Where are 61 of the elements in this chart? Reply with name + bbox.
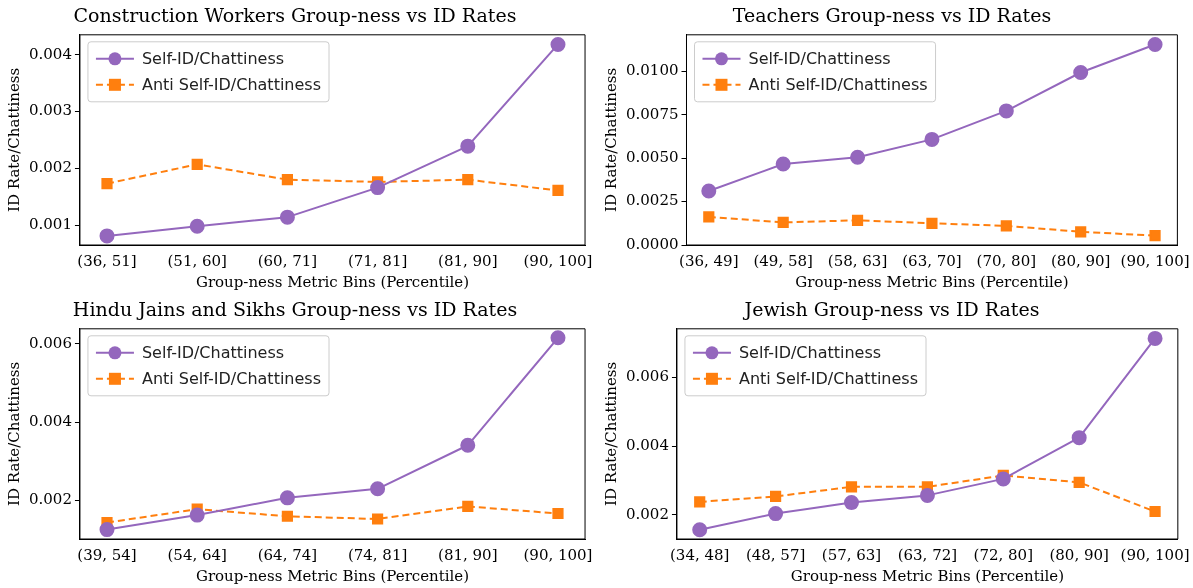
x-tick-label: (80, 90]	[1050, 251, 1111, 270]
legend-label: Self-ID/Chattiness	[748, 48, 891, 68]
x-axis-title: Group-ness Metric Bins (Percentile)	[795, 272, 1069, 291]
y-tick-label: 0.001	[28, 215, 72, 234]
y-axis-title: ID Rate/Chattiness	[4, 67, 23, 212]
y-tick-label: 0.003	[28, 101, 72, 120]
x-tick-label: (81, 90]	[438, 251, 498, 270]
legend-label: Anti Self-ID/Chattiness	[748, 74, 928, 94]
x-tick-label: (34, 48]	[670, 545, 730, 564]
y-tick-label: 0.002	[28, 158, 72, 177]
y-axis-title: ID Rate/Chattiness	[601, 67, 620, 212]
y-tick-label: 0.0100	[625, 61, 679, 80]
x-tick-label: (81, 90]	[438, 545, 498, 564]
chart-title: Teachers Group-ness vs ID Rates	[732, 4, 1052, 27]
chart-title: Construction Workers Group-ness vs ID Rates	[73, 4, 517, 27]
x-tick-label: (90, 100]	[523, 251, 593, 270]
y-tick-label: 0.0050	[625, 148, 679, 167]
x-tick-label: (49, 58]	[753, 251, 813, 270]
legend-label: Self-ID/Chattiness	[738, 342, 882, 362]
x-tick-label: (39, 54]	[77, 545, 137, 564]
x-tick-label: (64, 74]	[257, 545, 318, 564]
x-axis-title: Group-ness Metric Bins (Percentile)	[790, 566, 1064, 585]
x-tick-label: (90, 100]	[1120, 251, 1190, 270]
legend-label: Anti Self-ID/Chattiness	[738, 368, 918, 388]
x-tick-label: (70, 80]	[976, 251, 1037, 270]
x-tick-label: (51, 60]	[167, 251, 227, 270]
y-tick-label: 0.002	[625, 504, 669, 523]
y-tick-label: 0.004	[28, 44, 72, 63]
x-tick-label: (36, 51]	[77, 251, 137, 270]
x-tick-label: (63, 72]	[897, 545, 958, 564]
y-tick-label: 0.004	[28, 412, 72, 431]
x-tick-label: (90, 100]	[1120, 545, 1190, 564]
x-tick-label: (90, 100]	[523, 545, 593, 564]
y-tick-label: 0.002	[28, 490, 72, 509]
x-axis-title: Group-ness Metric Bins (Percentile)	[195, 566, 470, 585]
chart-title: Hindu Jains and Sikhs Group-ness vs ID Rates	[72, 298, 518, 321]
x-tick-label: (63, 70]	[902, 251, 962, 270]
legend-label: Anti Self-ID/Chattiness	[141, 368, 321, 388]
x-tick-label: (54, 64]	[167, 545, 227, 564]
y-tick-label: 0.006	[28, 333, 72, 352]
x-tick-label: (74, 81]	[347, 545, 408, 564]
x-tick-label: (80, 90]	[1049, 545, 1109, 564]
x-tick-label: (36, 49]	[679, 251, 739, 270]
x-tick-label: (57, 63]	[821, 545, 882, 564]
x-tick-label: (58, 63]	[827, 251, 888, 270]
x-axis-title: Group-ness Metric Bins (Percentile)	[195, 272, 470, 291]
legend-label: Anti Self-ID/Chattiness	[141, 74, 321, 94]
y-tick-label: 0.0075	[625, 104, 679, 123]
y-tick-label: 0.004	[625, 436, 669, 455]
y-axis-title: ID Rate/Chattiness	[601, 361, 620, 506]
legend-label: Self-ID/Chattiness	[141, 342, 285, 362]
y-tick-label: 0.0025	[625, 191, 679, 210]
legend-label: Self-ID/Chattiness	[141, 48, 285, 68]
y-tick-label: 0.0000	[625, 234, 679, 253]
x-tick-label: (60, 71]	[257, 251, 318, 270]
x-tick-label: (48, 57]	[745, 545, 806, 564]
x-tick-label: (71, 81]	[347, 251, 408, 270]
y-tick-label: 0.006	[625, 367, 669, 386]
x-tick-label: (72, 80]	[973, 545, 1033, 564]
chart-title: Jewish Group-ness vs ID Rates	[742, 298, 1040, 321]
y-axis-title: ID Rate/Chattiness	[4, 361, 23, 506]
